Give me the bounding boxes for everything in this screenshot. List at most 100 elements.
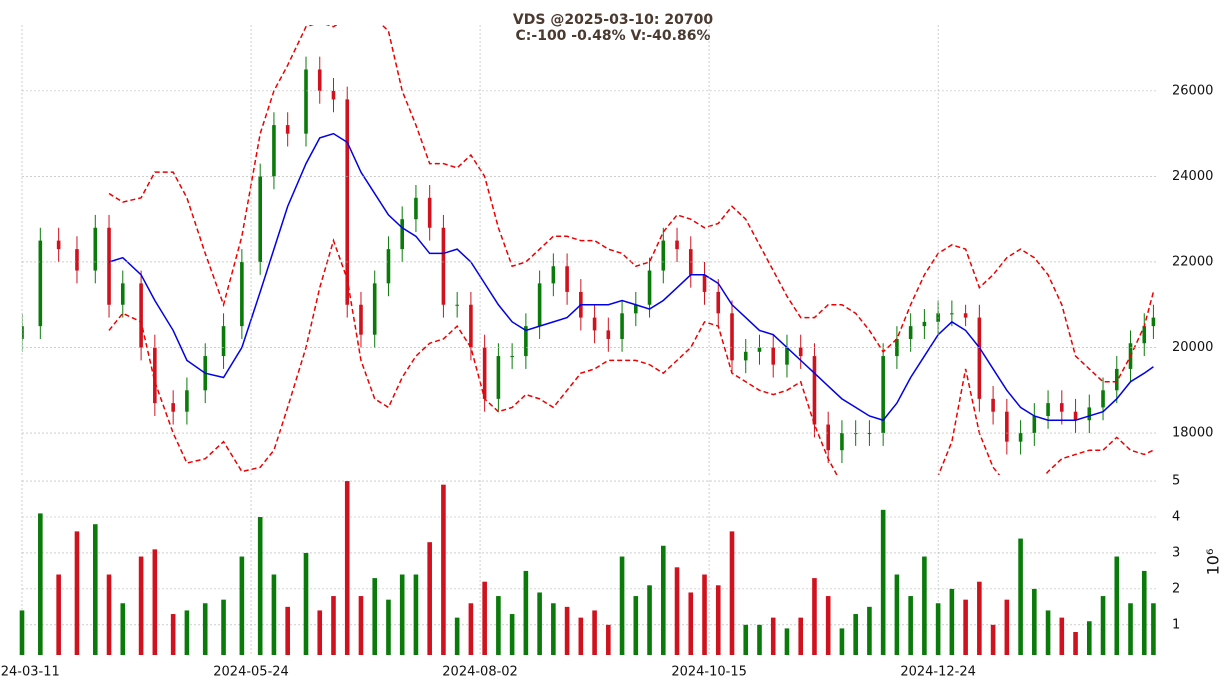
candle-body bbox=[93, 227, 98, 271]
volume-bar bbox=[757, 624, 762, 655]
volume-bar bbox=[537, 592, 542, 655]
candle-body bbox=[757, 347, 762, 352]
volume-bar bbox=[482, 581, 487, 655]
candle-body bbox=[675, 240, 679, 250]
volume-bar bbox=[1018, 538, 1023, 655]
volume-bar bbox=[839, 628, 845, 655]
volume-bar bbox=[867, 606, 872, 655]
candle-body bbox=[895, 338, 899, 357]
candle-body bbox=[1114, 368, 1119, 391]
candle-body bbox=[606, 330, 611, 339]
volume-bar bbox=[56, 574, 61, 655]
volume-bar bbox=[894, 574, 900, 655]
volume-bar bbox=[427, 542, 432, 655]
x-tick-label: 2024-12-24 bbox=[900, 665, 976, 680]
candle-body bbox=[1046, 403, 1050, 416]
candle-body bbox=[386, 249, 391, 284]
x-tick-label: 2024-10-15 bbox=[671, 665, 747, 680]
candle-body bbox=[1101, 390, 1105, 408]
volume-bar bbox=[170, 614, 176, 655]
volume-bar bbox=[74, 531, 80, 655]
candle-body bbox=[1060, 403, 1064, 412]
volume-bar bbox=[963, 599, 968, 655]
candle-body bbox=[1142, 326, 1147, 344]
volume-bar bbox=[221, 599, 226, 655]
candle-body bbox=[730, 313, 734, 361]
volume-bar bbox=[784, 628, 790, 655]
volume-bar bbox=[935, 603, 941, 655]
volume-axis-label: 10⁶ bbox=[1204, 549, 1223, 576]
volume-bar bbox=[551, 603, 556, 655]
candle-body bbox=[551, 266, 556, 284]
volume-bar bbox=[908, 596, 913, 655]
volume-bar bbox=[578, 617, 584, 655]
volume-tick-label: 4 bbox=[1172, 510, 1180, 525]
chart-subtitle: C:-100 -0.48% V:-40.86% bbox=[516, 28, 711, 44]
volume-bar bbox=[770, 617, 776, 655]
volume-bar bbox=[1059, 617, 1065, 655]
volume-bar bbox=[798, 617, 804, 655]
volume-bar bbox=[399, 574, 405, 655]
volume-tick-label: 2 bbox=[1172, 581, 1180, 596]
x-tick-label: 2024-08-02 bbox=[442, 665, 518, 680]
volume-bar bbox=[413, 574, 419, 655]
volume-bar bbox=[331, 596, 336, 655]
volume-bar bbox=[743, 624, 749, 655]
volume-bar bbox=[880, 509, 886, 655]
candle-body bbox=[285, 125, 290, 134]
candle-body bbox=[414, 197, 418, 220]
volume-bar bbox=[715, 585, 721, 655]
candle-body bbox=[56, 240, 61, 250]
chart-title: VDS @2025-03-10: 20700 bbox=[513, 12, 713, 28]
candle-body bbox=[661, 240, 666, 271]
volume-bar bbox=[239, 556, 245, 655]
y-tick-label: 20000 bbox=[1172, 340, 1213, 355]
candle-body bbox=[221, 326, 226, 357]
moving-average-line bbox=[108, 132, 1154, 422]
candle-body bbox=[867, 433, 872, 435]
candle-body bbox=[620, 313, 624, 339]
band-line bbox=[108, 238, 1154, 475]
candle-body bbox=[798, 347, 803, 357]
y-tick-label: 26000 bbox=[1172, 83, 1213, 98]
candle-body bbox=[304, 69, 308, 134]
volume-bar bbox=[633, 596, 639, 655]
candle-body bbox=[1018, 433, 1023, 442]
candle-body bbox=[331, 90, 336, 100]
candle-body bbox=[1087, 407, 1092, 421]
volume-bar bbox=[285, 606, 290, 655]
candle-body bbox=[771, 347, 776, 365]
volume-bar bbox=[990, 624, 996, 655]
volume-bar bbox=[19, 610, 25, 655]
candle-body bbox=[185, 390, 189, 412]
candle-body bbox=[853, 433, 858, 435]
candle-body bbox=[991, 398, 995, 412]
volume-bar bbox=[1032, 588, 1037, 655]
candle-body bbox=[840, 433, 844, 451]
volume-bar bbox=[1073, 632, 1078, 655]
volume-tick-label: 5 bbox=[1172, 474, 1180, 489]
candle-body bbox=[38, 240, 43, 327]
candle-body bbox=[592, 317, 597, 331]
candle-body bbox=[469, 304, 473, 348]
candle-body bbox=[565, 266, 569, 292]
volume-bar bbox=[257, 517, 263, 655]
candle-body bbox=[258, 176, 262, 262]
volume-bar bbox=[92, 524, 98, 655]
volume-bar bbox=[344, 481, 350, 655]
candle-body bbox=[372, 283, 377, 335]
candle-body bbox=[510, 356, 514, 358]
volume-bar bbox=[660, 545, 666, 655]
candle-body bbox=[171, 403, 175, 412]
volume-bar bbox=[358, 596, 364, 655]
volume-bar bbox=[386, 599, 391, 655]
candle-body bbox=[139, 283, 143, 348]
volume-bar bbox=[202, 603, 208, 655]
candle-body bbox=[702, 274, 707, 292]
volume-bar bbox=[120, 603, 126, 655]
volume-bar bbox=[152, 549, 158, 655]
volume-bar bbox=[496, 596, 501, 655]
candle-body bbox=[908, 326, 913, 339]
candle-body bbox=[427, 197, 432, 228]
volume-bar bbox=[949, 588, 955, 655]
